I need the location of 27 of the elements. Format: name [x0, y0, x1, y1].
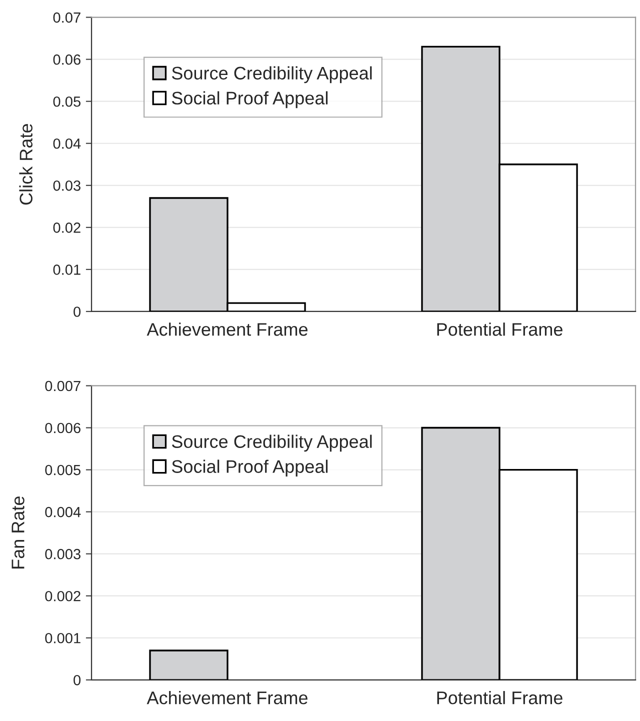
- y-tick-label: 0.03: [53, 180, 80, 191]
- y-tick-label: 0.004: [45, 506, 81, 518]
- y-tick-label: 0.04: [53, 138, 81, 149]
- y-tick-label: 0.003: [45, 548, 80, 560]
- y-tick-label: 0.001: [45, 632, 80, 644]
- x-tick-label: Achievement Frame: [146, 691, 308, 704]
- y-tick-label: 0: [74, 675, 81, 686]
- y-tick-label: 0.005: [45, 464, 80, 476]
- y-tick-label: 0.05: [53, 96, 80, 107]
- x-tick-label: Potential Frame: [437, 322, 562, 336]
- y-axis-title: Click Rate: [19, 124, 32, 205]
- x-tick-label: Achievement Frame: [146, 322, 308, 336]
- y-tick-label: 0.007: [45, 380, 80, 392]
- legend-label: Source Credibility Appeal: [172, 66, 372, 84]
- y-axis-title: Fan Rate: [12, 496, 24, 568]
- bar: [149, 650, 228, 680]
- legend-label: Source Credibility Appeal: [172, 434, 372, 452]
- y-tick-label: 0.06: [53, 54, 80, 65]
- legend-label: Social Proof Appeal: [172, 91, 328, 108]
- y-tick-label: 0.02: [53, 222, 80, 233]
- y-tick-label: 0.07: [53, 12, 80, 23]
- legend-label: Social Proof Appeal: [172, 460, 328, 477]
- y-tick-label: 0.006: [45, 422, 80, 434]
- y-tick-label: 0.002: [45, 590, 80, 602]
- y-tick-label: 0.01: [53, 264, 80, 275]
- x-tick-label: Potential Frame: [437, 691, 562, 704]
- y-tick-label: 0: [74, 306, 81, 317]
